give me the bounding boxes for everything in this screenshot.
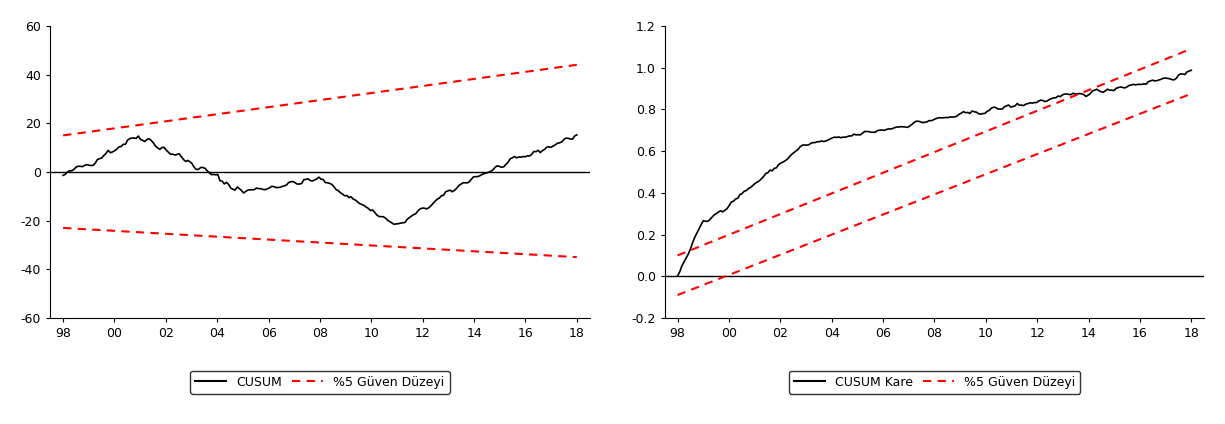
Legend: CUSUM, %5 Güven Düzeyi: CUSUM, %5 Güven Düzeyi xyxy=(190,371,450,393)
Legend: CUSUM Kare, %5 Güven Düzeyi: CUSUM Kare, %5 Güven Düzeyi xyxy=(789,371,1080,393)
